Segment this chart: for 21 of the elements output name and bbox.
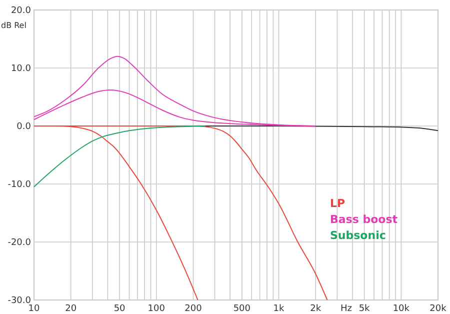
- x-tick-label: 500: [233, 304, 251, 314]
- x-tick-label: 50: [114, 304, 126, 314]
- x-tick-label: 2k: [310, 304, 322, 314]
- text: LP: [330, 197, 346, 210]
- x-tick-label: 5k: [358, 304, 371, 314]
- x-tick-label: 100: [148, 304, 166, 314]
- x-tick-label: 20k: [430, 304, 448, 314]
- y-axis-title: dB Rel: [1, 21, 26, 30]
- text: Subsonic: [330, 229, 386, 242]
- x-tick-label: 1k: [273, 304, 286, 314]
- text: Bass boost: [330, 213, 398, 226]
- x-tick-label: 10k: [392, 304, 410, 314]
- y-tick-label: -10.0: [8, 180, 32, 190]
- x-tick-label: 10: [28, 304, 40, 314]
- y-tick-label: 10.0: [10, 64, 32, 74]
- x-tick-label: 200: [184, 304, 202, 314]
- x-axis-title: Hz: [340, 304, 352, 314]
- y-tick-label: 20.0: [10, 6, 32, 16]
- x-tick-label: 20: [65, 304, 77, 314]
- y-tick-label: 0.0: [16, 122, 32, 132]
- y-tick-label: -20.0: [8, 238, 32, 248]
